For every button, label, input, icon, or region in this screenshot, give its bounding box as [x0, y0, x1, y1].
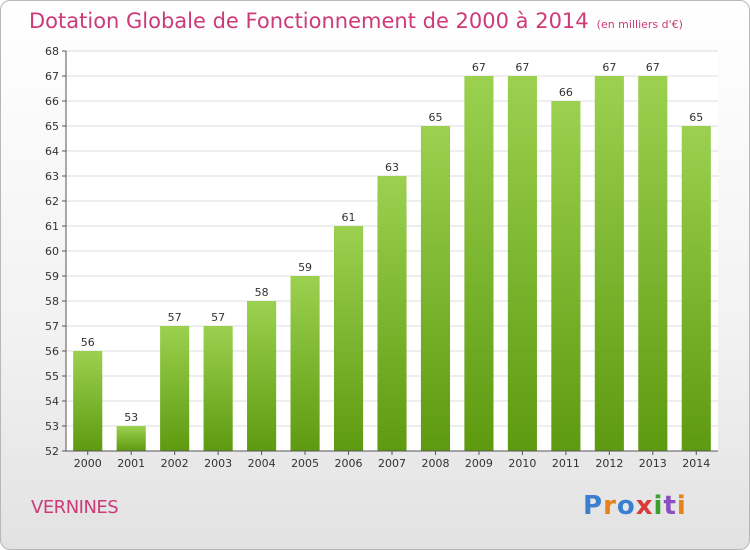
x-tick-label: 2000 — [74, 457, 102, 470]
y-tick-label: 53 — [45, 420, 59, 433]
bar — [160, 326, 190, 451]
y-tick-label: 58 — [45, 295, 59, 308]
x-tick-label: 2002 — [161, 457, 189, 470]
data-label: 65 — [689, 111, 703, 124]
x-tick-label: 2007 — [378, 457, 406, 470]
y-tick-label: 62 — [45, 195, 59, 208]
bar — [638, 76, 668, 451]
bar — [681, 126, 711, 451]
y-tick-label: 61 — [45, 220, 59, 233]
logo-letter: r — [603, 491, 617, 521]
x-tick-label: 2008 — [421, 457, 449, 470]
x-tick-label: 2005 — [291, 457, 319, 470]
proxiti-logo[interactable]: Proxiti — [583, 491, 687, 521]
y-tick-label: 63 — [45, 170, 59, 183]
data-label: 58 — [255, 286, 269, 299]
x-tick-label: 2003 — [204, 457, 232, 470]
bar — [73, 351, 103, 451]
bar — [203, 326, 233, 451]
x-tick-label: 2001 — [117, 457, 145, 470]
x-tick-label: 2014 — [682, 457, 710, 470]
data-label: 57 — [211, 311, 225, 324]
y-tick-label: 66 — [45, 95, 59, 108]
data-label: 61 — [342, 211, 356, 224]
x-tick-label: 2006 — [335, 457, 363, 470]
bar — [594, 76, 624, 451]
data-label: 67 — [515, 61, 529, 74]
data-label: 63 — [385, 161, 399, 174]
x-tick-label: 2009 — [465, 457, 493, 470]
data-label: 53 — [124, 411, 138, 424]
y-tick-label: 60 — [45, 245, 59, 258]
data-label: 56 — [81, 336, 95, 349]
x-tick-label: 2012 — [595, 457, 623, 470]
bar — [420, 126, 451, 451]
y-tick-label: 65 — [45, 120, 59, 133]
bar — [333, 226, 364, 451]
bar — [507, 76, 537, 451]
bar — [116, 426, 146, 451]
logo-letter: i — [653, 491, 664, 521]
data-label: 67 — [646, 61, 660, 74]
y-tick-label: 54 — [45, 395, 59, 408]
y-tick-label: 67 — [45, 70, 59, 83]
data-label: 67 — [472, 61, 486, 74]
place-name: VERNINES — [31, 497, 119, 518]
logo-letter: o — [616, 491, 636, 521]
y-tick-label: 64 — [45, 145, 59, 158]
chart-title: Dotation Globale de Fonctionnement de 20… — [29, 9, 683, 33]
bar — [290, 276, 320, 451]
axes: 52 53 54 55 56 57 58 59 60 61 62 63 64 65 66 67 68 2000 20… — [45, 45, 718, 470]
bar — [377, 176, 407, 451]
bar — [247, 301, 277, 451]
x-tick-label: 2010 — [508, 457, 536, 470]
data-label: 59 — [298, 261, 312, 274]
bar — [551, 101, 581, 451]
y-tick-label: 55 — [45, 370, 59, 383]
logo-letter: i — [676, 491, 687, 521]
y-tick-label: 59 — [45, 270, 59, 283]
title-text: Dotation Globale de Fonctionnement de 20… — [29, 9, 589, 33]
data-label: 57 — [168, 311, 182, 324]
title-unit: (en milliers d'€) — [596, 18, 683, 31]
bar — [464, 76, 494, 451]
logo-letter: t — [663, 491, 677, 521]
x-tick-label: 2004 — [248, 457, 276, 470]
y-tick-label: 68 — [45, 45, 59, 58]
logo-letter: P — [583, 491, 604, 521]
data-label: 66 — [559, 86, 573, 99]
y-tick-label: 52 — [45, 445, 59, 458]
y-tick-label: 57 — [45, 320, 59, 333]
logo-letter: x — [635, 491, 654, 521]
data-label: 67 — [602, 61, 616, 74]
x-tick-label: 2013 — [639, 457, 667, 470]
y-tick-label: 56 — [45, 345, 59, 358]
bars: 56 53 57 57 58 59 61 63 65 67 67 66 67 67 65 — [73, 61, 711, 451]
x-tick-label: 2011 — [552, 457, 580, 470]
data-label: 65 — [428, 111, 442, 124]
